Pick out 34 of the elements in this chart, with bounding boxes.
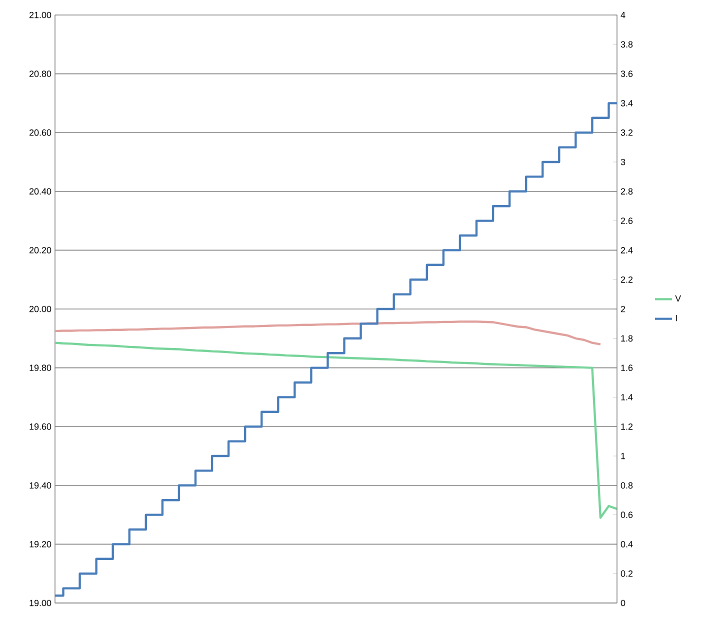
y2-tick-label: 2.8 [620, 188, 633, 195]
y-tick-label: 19.80 [30, 364, 52, 371]
y-tick-label: 20.40 [29, 188, 52, 195]
y2-tick-label: 2 [620, 306, 626, 312]
y2-tick-label: 3.6 [620, 70, 633, 77]
y2-tick-label: 1 [621, 452, 626, 460]
y2-tick-label: 1.8 [621, 335, 633, 342]
y-tick-label: 19.20 [30, 541, 52, 548]
y-tick-label: 19.40 [30, 482, 52, 489]
y2-tick-label: 0.8 [620, 482, 633, 489]
y-tick-label: 21.00 [29, 12, 52, 18]
y2-tick-label: 0.4 [620, 541, 633, 548]
y-tick-label: 20.60 [29, 129, 52, 136]
y2-tick-label: 0.2 [620, 570, 633, 577]
legend-label: I [676, 314, 677, 322]
y2-tick-label: 0.6 [620, 512, 633, 518]
y2-tick-label: 2.4 [620, 247, 633, 254]
y2-tick-label: 3.2 [620, 129, 633, 136]
y2-tick-label: 3.4 [620, 100, 633, 106]
y2-tick-label: 2.2 [620, 276, 633, 283]
y2-tick-label: 3 [620, 158, 626, 166]
y2-tick-label: 0 [620, 600, 626, 606]
y-tick-label: 20.80 [29, 70, 52, 77]
y2-tick-label: 2.6 [620, 218, 633, 224]
y2-tick-label: 1.6 [621, 364, 633, 371]
y2-tick-label: 1.2 [621, 423, 633, 430]
legend-label: V [675, 295, 682, 302]
y-tick-label: 20.00 [29, 306, 52, 312]
y-tick-label: 19.00 [30, 600, 52, 606]
y2-tick-label: 1.4 [621, 394, 633, 400]
y-tick-label: 19.60 [30, 423, 52, 430]
y2-tick-label: 4 [620, 12, 626, 18]
y2-tick-label: 3.8 [620, 41, 633, 48]
y-tick-label: 20.20 [29, 247, 52, 254]
